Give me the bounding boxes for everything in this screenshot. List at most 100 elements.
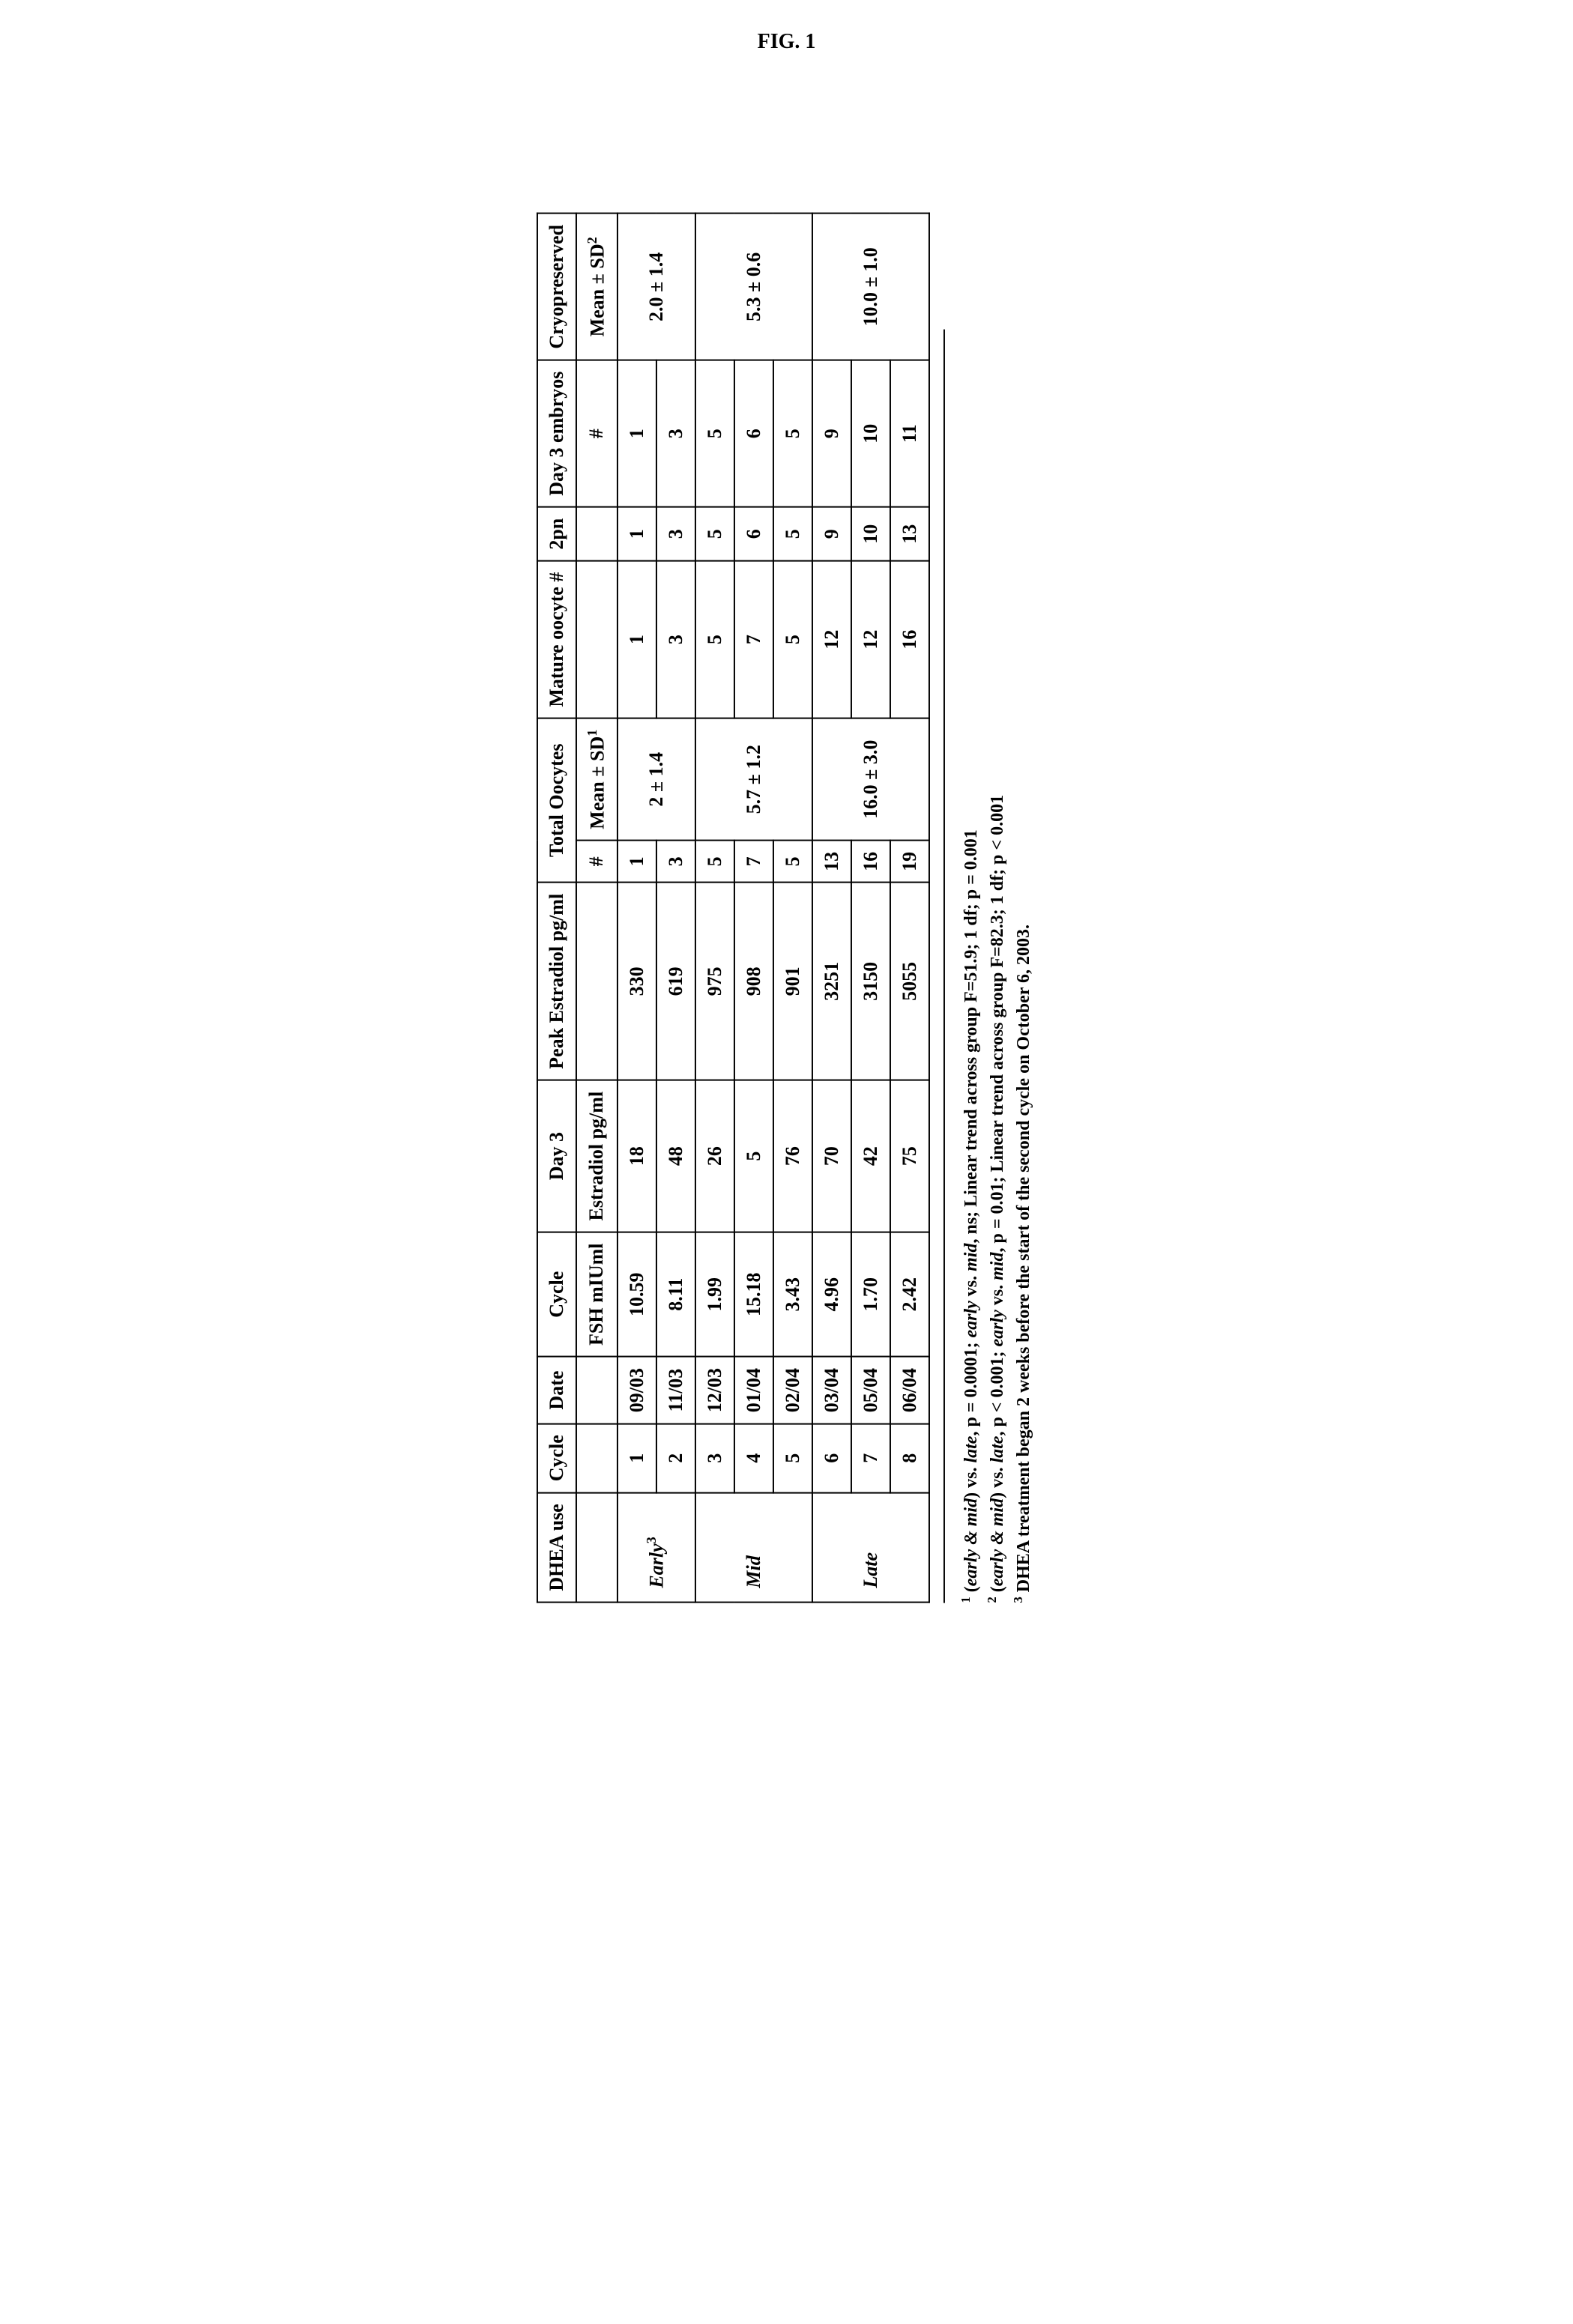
fn2-g: vs. xyxy=(987,1280,1006,1310)
cell-total: 7 xyxy=(734,841,773,883)
cell-cycle: 1 xyxy=(617,1423,656,1492)
cell-day3emb: 5 xyxy=(695,360,734,507)
table-row: 8 06/04 2.42 75 5055 19 16 13 11 xyxy=(890,214,929,1603)
cell-oocyte-mean-early: 2 ± 1.4 xyxy=(617,718,695,841)
cell-oocyte-mean-late: 16.0 ± 3.0 xyxy=(812,718,929,841)
fn2-b: early & mid xyxy=(987,1498,1006,1586)
rotated-content: DHEA use Cycle Date Cycle Day 3 Peak Est… xyxy=(537,213,1037,1603)
cell-estradiol: 76 xyxy=(773,1080,812,1232)
cell-mature: 7 xyxy=(734,561,773,718)
cell-mature: 3 xyxy=(656,561,695,718)
cell-2pn: 13 xyxy=(890,507,929,561)
col-peak: Peak Estradiol pg/ml xyxy=(537,883,576,1080)
sub-dhea xyxy=(576,1492,618,1602)
fn2-e: , p < 0.001; xyxy=(987,1347,1006,1436)
header-row-1: DHEA use Cycle Date Cycle Day 3 Peak Est… xyxy=(537,214,576,1603)
sub-fsh: FSH mIUml xyxy=(576,1232,618,1358)
col-day3-embryos: Day 3 embryos xyxy=(537,360,576,507)
cell-total: 13 xyxy=(812,841,851,883)
group-mid: Mid xyxy=(695,1492,812,1602)
table-row: Mid 3 12/03 1.99 26 975 5 5.7 ± 1.2 5 5 … xyxy=(695,214,734,1603)
col-2pn: 2pn xyxy=(537,507,576,561)
fn1-a: ( xyxy=(961,1586,980,1597)
cell-total: 16 xyxy=(851,841,890,883)
cell-cycle: 6 xyxy=(812,1423,851,1492)
cell-fsh: 8.11 xyxy=(656,1232,695,1358)
cell-total: 1 xyxy=(617,841,656,883)
col-dhea: DHEA use xyxy=(537,1492,576,1602)
table-row: 5 02/04 3.43 76 901 5 5 5 5 xyxy=(773,214,812,1603)
cell-fsh: 4.96 xyxy=(812,1232,851,1358)
cell-date: 03/04 xyxy=(812,1357,851,1423)
rotate-wrapper: DHEA use Cycle Date Cycle Day 3 Peak Est… xyxy=(30,84,1543,1732)
cell-peak: 3251 xyxy=(812,883,851,1080)
cell-cycle: 7 xyxy=(851,1423,890,1492)
footnote-2-sup: 2 xyxy=(984,1597,998,1603)
cell-mature: 5 xyxy=(773,561,812,718)
sub-hash: # xyxy=(576,841,618,883)
cell-cycle: 8 xyxy=(890,1423,929,1492)
cell-cryo-mean-late: 10.0 ± 1.0 xyxy=(812,214,929,360)
cell-date: 05/04 xyxy=(851,1357,890,1423)
fn1-c: ) vs. xyxy=(961,1463,980,1498)
cell-mature: 5 xyxy=(695,561,734,718)
table-row: 7 05/04 1.70 42 3150 16 12 10 10 xyxy=(851,214,890,1603)
cell-estradiol: 26 xyxy=(695,1080,734,1232)
cell-mature: 16 xyxy=(890,561,929,718)
cell-2pn: 3 xyxy=(656,507,695,561)
cell-estradiol: 18 xyxy=(617,1080,656,1232)
table-row: 2 11/03 8.11 48 619 3 3 3 3 xyxy=(656,214,695,1603)
cell-fsh: 15.18 xyxy=(734,1232,773,1358)
footnote-3-sup: 3 xyxy=(1010,1597,1024,1603)
cell-day3emb: 11 xyxy=(890,360,929,507)
sub-estradiol: Estradiol pg/ml xyxy=(576,1080,618,1232)
data-table: DHEA use Cycle Date Cycle Day 3 Peak Est… xyxy=(537,213,930,1603)
sub-mean1-sup: 1 xyxy=(585,730,600,736)
footnote-1: 1 (early & mid) vs. late, p = 0.0001; ea… xyxy=(958,330,981,1603)
cell-fsh: 10.59 xyxy=(617,1232,656,1358)
cell-estradiol: 42 xyxy=(851,1080,890,1232)
cell-fsh: 1.70 xyxy=(851,1232,890,1358)
sub-day3emb: # xyxy=(576,360,618,507)
cell-date: 09/03 xyxy=(617,1357,656,1423)
cell-peak: 901 xyxy=(773,883,812,1080)
cell-day3emb: 3 xyxy=(656,360,695,507)
cell-day3emb: 1 xyxy=(617,360,656,507)
fn1-f: early xyxy=(961,1301,980,1337)
footnote-3: 3 DHEA treatment began 2 weeks before th… xyxy=(1010,330,1033,1603)
cell-cycle: 2 xyxy=(656,1423,695,1492)
group-early: Early3 xyxy=(617,1492,695,1602)
cell-mature: 1 xyxy=(617,561,656,718)
cell-fsh: 1.99 xyxy=(695,1232,734,1358)
cell-peak: 5055 xyxy=(890,883,929,1080)
col-cryo: Cryopreserved xyxy=(537,214,576,360)
cell-peak: 3150 xyxy=(851,883,890,1080)
cell-oocyte-mean-mid: 5.7 ± 1.2 xyxy=(695,718,812,841)
header-row-2: FSH mIUml Estradiol pg/ml # Mean ± SD1 #… xyxy=(576,214,618,1603)
cell-total: 19 xyxy=(890,841,929,883)
fn2-h: mid xyxy=(987,1253,1006,1280)
group-early-label: Early xyxy=(646,1544,668,1588)
sub-mean2: Mean ± SD2 xyxy=(576,214,618,360)
sub-2pn xyxy=(576,507,618,561)
cell-cryo-mean-early: 2.0 ± 1.4 xyxy=(617,214,695,360)
cell-date: 01/04 xyxy=(734,1357,773,1423)
cell-estradiol: 48 xyxy=(656,1080,695,1232)
fn1-b: early & mid xyxy=(961,1498,980,1586)
cell-2pn: 10 xyxy=(851,507,890,561)
sub-peak xyxy=(576,883,618,1080)
fn2-a: ( xyxy=(987,1586,1006,1597)
table-row: Early3 1 09/03 10.59 18 330 1 2 ± 1.4 1 … xyxy=(617,214,656,1603)
cell-total: 5 xyxy=(695,841,734,883)
fn3-text: DHEA treatment began 2 weeks before the … xyxy=(1013,925,1033,1597)
col-day3: Day 3 xyxy=(537,1080,576,1232)
fn1-i: , ns; Linear trend across group F=51.9; … xyxy=(961,829,980,1243)
fn1-d: late xyxy=(961,1436,980,1463)
cell-date: 06/04 xyxy=(890,1357,929,1423)
figure-label: FIG. 1 xyxy=(30,30,1543,54)
col-mature: Mature oocyte # xyxy=(537,561,576,718)
sub-mean2-sup: 2 xyxy=(585,237,600,243)
cell-fsh: 3.43 xyxy=(773,1232,812,1358)
cell-date: 11/03 xyxy=(656,1357,695,1423)
cell-cycle: 3 xyxy=(695,1423,734,1492)
